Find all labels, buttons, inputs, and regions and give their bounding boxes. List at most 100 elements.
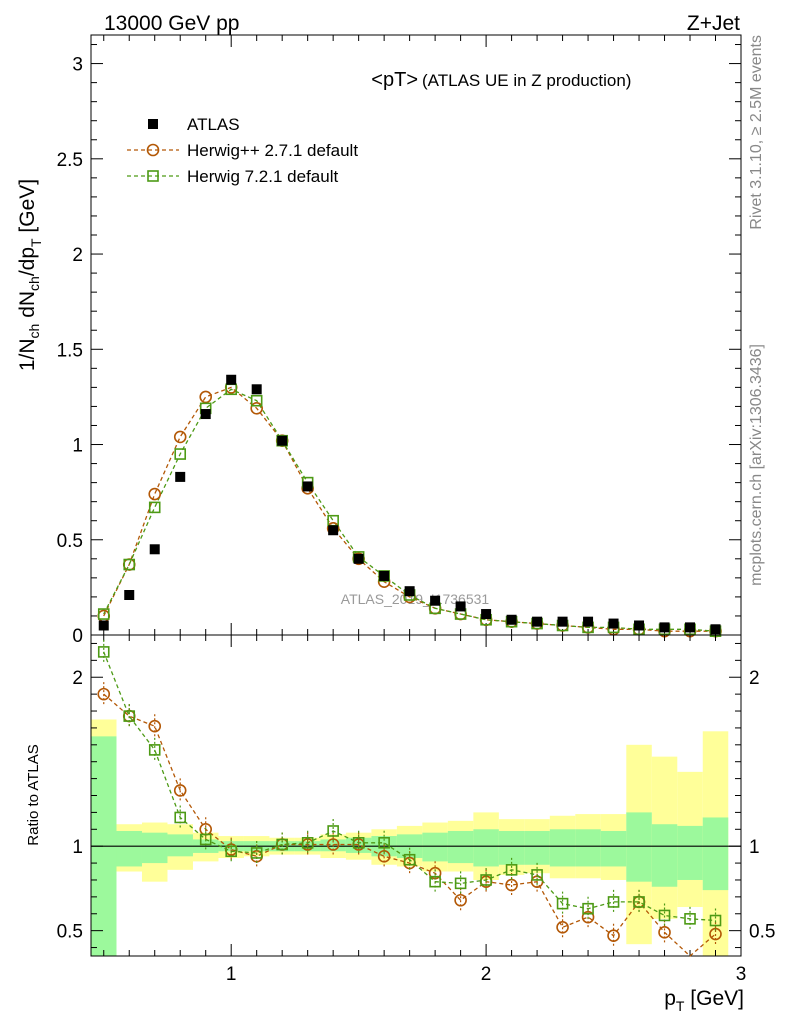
band-inner-bin bbox=[702, 817, 729, 891]
herwig7-ratio-point bbox=[123, 710, 136, 722]
herwig7-ratio-point bbox=[276, 838, 288, 851]
y-tick-label-right: 1 bbox=[749, 837, 760, 858]
y-tick-label: 0.5 bbox=[57, 922, 83, 943]
y-tick-label: 2 bbox=[72, 668, 83, 689]
atlas-point bbox=[710, 624, 721, 635]
herwig7-ratio-point bbox=[378, 837, 390, 849]
rivet-version-label: Rivet 3.1.10, ≥ 2.5M events bbox=[748, 35, 765, 230]
main-plot-frame: 0 0.5 1 1.5 2 2.5 3 bbox=[57, 34, 742, 647]
herwig7-ratio-line bbox=[103, 651, 716, 922]
herwigpp-point bbox=[148, 487, 162, 501]
atlas-point bbox=[277, 435, 288, 446]
herwig7-ratio-point bbox=[582, 902, 594, 915]
atlas-point bbox=[532, 616, 543, 627]
atlas-point bbox=[481, 609, 492, 620]
main-plot-series bbox=[97, 374, 722, 638]
atlas-point bbox=[353, 553, 364, 564]
atlas-point bbox=[685, 622, 696, 633]
ratio-y-axis-label: Ratio to ATLAS bbox=[25, 744, 42, 845]
herwig7-point bbox=[123, 558, 136, 571]
ratio-plot-series bbox=[97, 639, 722, 957]
legend-label: ATLAS bbox=[187, 115, 240, 134]
y-tick-label: 2 bbox=[72, 245, 83, 266]
band-inner-bin bbox=[116, 830, 142, 867]
herwigpp-point bbox=[250, 402, 263, 415]
ratio-uncertainty-bands bbox=[91, 719, 729, 956]
y-tick-label: 1 bbox=[72, 837, 83, 858]
y-tick-label: 1 bbox=[72, 436, 83, 457]
y-tick-label: 3 bbox=[72, 55, 83, 76]
band-inner-bin bbox=[167, 834, 193, 857]
band-inner-bin bbox=[626, 812, 652, 882]
y-tick-label: 2.5 bbox=[57, 150, 83, 171]
band-inner-bin bbox=[651, 824, 678, 887]
atlas-point bbox=[98, 620, 109, 631]
legend-marker bbox=[146, 143, 160, 157]
legend-label: Herwig 7.2.1 default bbox=[187, 167, 338, 186]
main-y-axis-label: 1/Nch dNch/dpT [GeV] bbox=[16, 179, 44, 371]
y-tick-label-right: 0.5 bbox=[749, 922, 775, 943]
header-process-label: Z+Jet bbox=[687, 12, 740, 35]
header-energy-label: 13000 GeV pp bbox=[104, 12, 239, 35]
herwigpp-ratio-point bbox=[173, 784, 187, 797]
herwig7-ratio-point bbox=[531, 869, 543, 881]
legend: ATLAS Herwig++ 2.7.1 default Herwig 7.2.1 … bbox=[127, 115, 358, 186]
herwigpp-point bbox=[173, 430, 187, 444]
herwig7-ratio-point bbox=[505, 864, 518, 876]
band-inner-bin bbox=[549, 829, 576, 867]
herwigpp-line bbox=[103, 386, 716, 632]
herwig7-ratio-point bbox=[327, 825, 339, 837]
herwig7-ratio-point bbox=[658, 909, 671, 922]
herwig7-ratio-point bbox=[199, 833, 212, 846]
herwig7-ratio-point bbox=[480, 874, 492, 886]
y-tick-label: 0.5 bbox=[57, 531, 83, 552]
band-inner-bin bbox=[524, 830, 550, 865]
band-inner-bin bbox=[422, 832, 448, 862]
atlas-point bbox=[379, 570, 390, 581]
herwig7-ratio-point bbox=[174, 811, 187, 824]
herwig7-point bbox=[148, 501, 161, 514]
herwig7-point bbox=[250, 394, 263, 407]
herwig7-ratio-point bbox=[633, 896, 645, 908]
herwigpp-ratio-point bbox=[556, 920, 569, 934]
ratio-plot-frame: 0.5 0.5 1 1 2 2 1 2 3 bbox=[57, 634, 775, 985]
mcplots-source-label: mcplots.cern.ch [arXiv:1306.3436] bbox=[748, 344, 765, 586]
band-inner-bin bbox=[141, 832, 168, 864]
atlas-point bbox=[455, 601, 466, 612]
atlas-point bbox=[328, 525, 339, 536]
herwig7-ratio-point bbox=[403, 853, 416, 866]
herwig7-ratio-point bbox=[250, 847, 263, 859]
band-inner-bin bbox=[447, 830, 474, 864]
atlas-point bbox=[200, 409, 211, 420]
x-axis-label: pT [GeV] bbox=[664, 987, 744, 1014]
herwig7-point bbox=[97, 608, 110, 620]
herwig7-ratio-point bbox=[97, 646, 110, 658]
herwigpp-ratio-point bbox=[97, 687, 111, 701]
atlas-point bbox=[506, 614, 517, 625]
herwig7-ratio-point bbox=[429, 875, 441, 888]
herwigpp-ratio-point bbox=[658, 926, 671, 939]
herwig7-ratio-point bbox=[454, 877, 467, 890]
y-tick-label-right: 2 bbox=[749, 668, 760, 689]
x-tick-label: 2 bbox=[481, 964, 492, 985]
legend-marker bbox=[147, 170, 159, 182]
herwigpp-ratio-point bbox=[607, 929, 620, 943]
y-tick-label: 0 bbox=[72, 626, 83, 647]
plot-title-suffix: (ATLAS UE in Z production) bbox=[422, 71, 631, 90]
herwig7-ratio-point bbox=[607, 896, 620, 908]
atlas-point bbox=[149, 544, 160, 555]
herwig7-ratio-point bbox=[709, 914, 722, 927]
atlas-point bbox=[583, 616, 594, 627]
y-tick-label: 1.5 bbox=[57, 340, 83, 361]
herwig7-ratio-point bbox=[684, 913, 696, 925]
atlas-point bbox=[251, 384, 262, 395]
atlas-point bbox=[557, 616, 568, 627]
band-inner-bin bbox=[473, 829, 499, 867]
herwigpp-ratio-point bbox=[148, 719, 162, 733]
band-inner-bin bbox=[600, 830, 627, 867]
atlas-point bbox=[175, 471, 186, 482]
band-inner-bin bbox=[575, 829, 601, 867]
herwig7-ratio-point bbox=[148, 744, 161, 756]
herwig7-point bbox=[174, 448, 187, 460]
